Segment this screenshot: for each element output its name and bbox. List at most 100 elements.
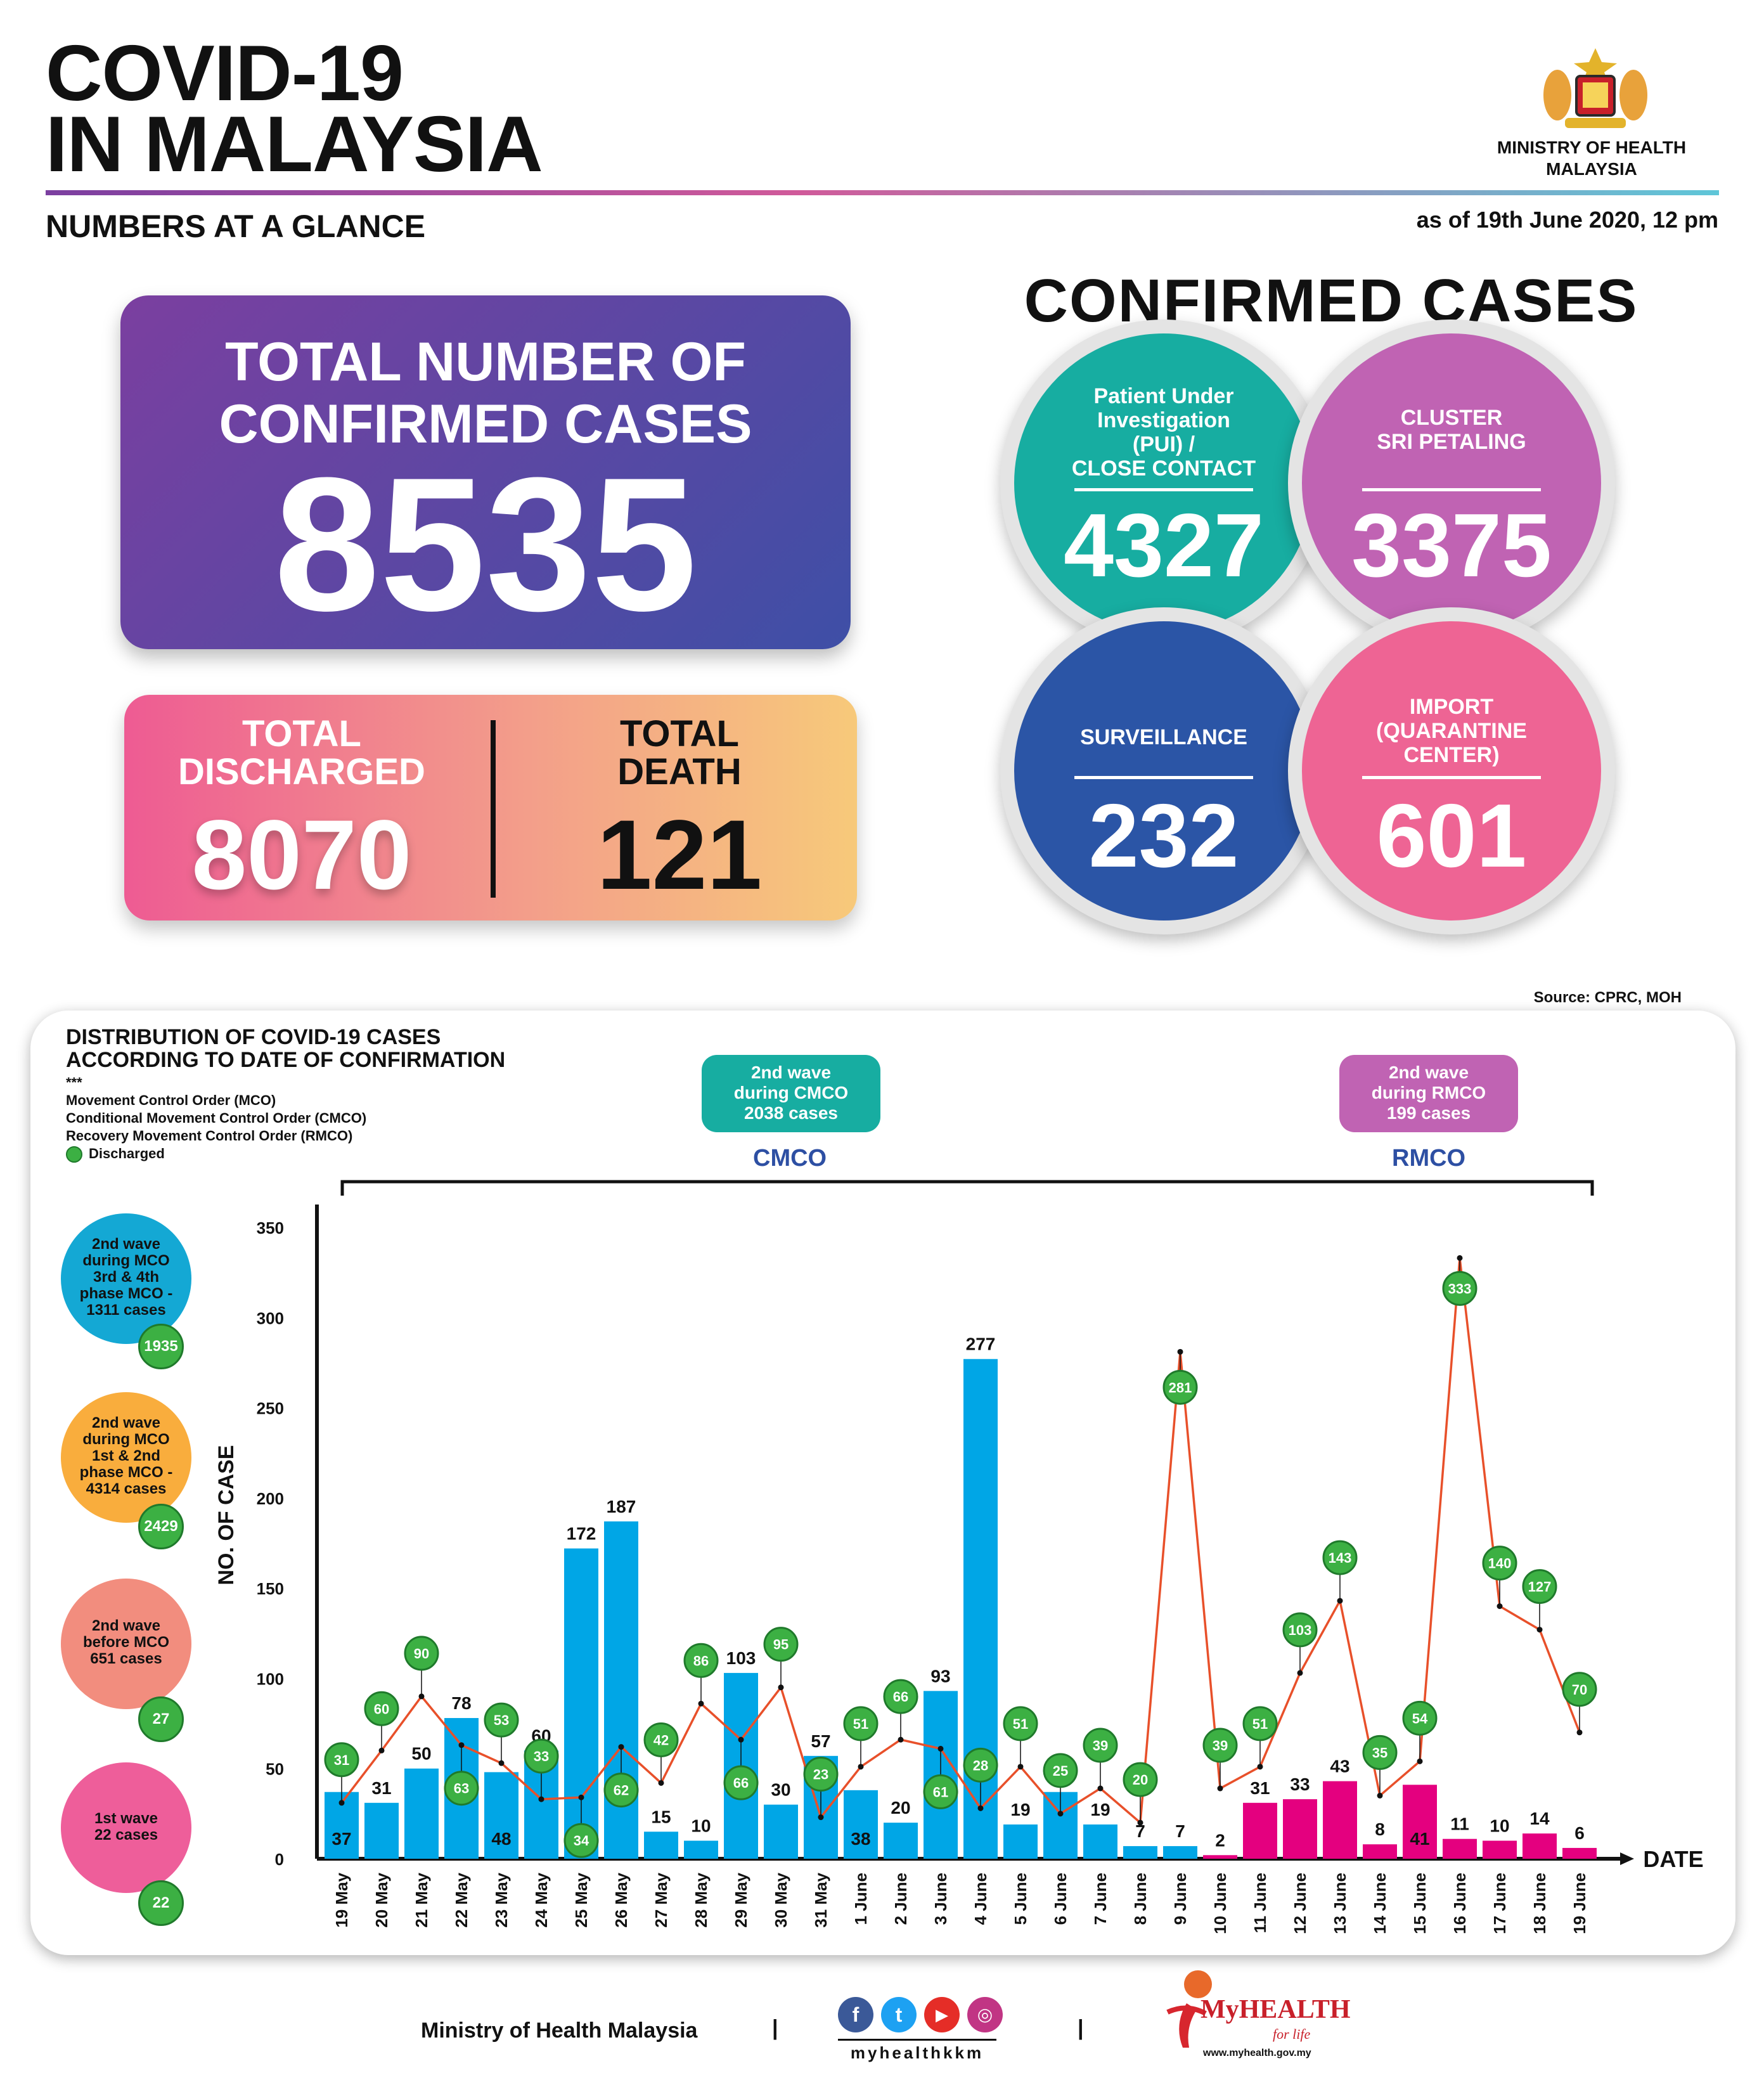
x-tick-label: 11 June [1251,1873,1270,1933]
x-tick-label: 8 June [1131,1873,1150,1925]
total-death-value: 121 [596,800,763,910]
bar-value-label: 43 [1330,1757,1349,1776]
x-tick-label: 18 June [1530,1873,1549,1934]
bar [1203,1855,1237,1859]
discharged-label: 143 [1329,1550,1352,1566]
rmco-wave-box: 2nd wave during RMCO 199 cases [1339,1055,1518,1132]
bar-value-label: 41 [1410,1829,1429,1849]
discharged-label: 66 [733,1775,749,1791]
x-tick-label: 31 May [811,1872,830,1927]
discharged-label: 90 [414,1646,429,1662]
bar-value-label: 93 [930,1666,950,1686]
discharged-badge [803,1757,839,1792]
twitter-icon[interactable]: t [881,1997,917,2032]
discharged-badge [404,1636,439,1671]
chart-legend: *** Movement Control Order (MCO) Conditi… [66,1074,366,1163]
phase-bracket [340,1180,1594,1196]
facebook-icon[interactable]: f [838,1997,873,2032]
wave-circle-before-mco: 2nd wave before MCO 651 cases [61,1579,191,1709]
discharged-label: 28 [973,1757,988,1773]
discharged-badge [1242,1706,1278,1741]
phase-bracket-line [340,1180,1594,1196]
discharged-label: 42 [653,1732,669,1748]
instagram-icon[interactable]: ◎ [967,1997,1003,2032]
discharged-label: 95 [773,1637,789,1653]
bar-value-label: 33 [1290,1774,1310,1794]
discharged-label: 39 [1093,1738,1108,1754]
total-death: TOTAL DEATH 121 [502,715,857,910]
x-tick-label: 28 May [692,1872,711,1927]
discharged-dot-icon [66,1146,82,1163]
discharged-label: 20 [1133,1772,1148,1788]
youtube-icon[interactable]: ▶ [924,1997,960,2032]
bar [844,1790,878,1859]
bar-value-label: 48 [491,1829,511,1849]
discharged-badge [1402,1700,1438,1736]
discharged-line: 3160906353333462428666952351666128512539… [324,1255,1597,1858]
discharged-label: 70 [1572,1682,1587,1698]
total-discharged-value: 8070 [191,800,412,910]
discharged-label: 39 [1213,1738,1228,1754]
x-tick-label: 27 May [652,1872,671,1927]
bar [1523,1833,1557,1859]
discharged-label: 281 [1169,1379,1192,1395]
bar [604,1521,638,1859]
discharged-label: 103 [1289,1622,1312,1638]
discharged-label: 60 [374,1701,389,1717]
wave-circle-first-wave: 1st wave 22 cases [61,1762,191,1893]
discharged-label: 62 [614,1783,629,1799]
chart-title: DISTRIBUTION OF COVID-19 CASES ACCORDING … [66,1025,506,1072]
bar-value-label: 19 [1010,1800,1030,1819]
pui-value: 4327 [1064,495,1264,596]
bar [1443,1838,1477,1859]
cmco-label: CMCO [753,1145,827,1172]
social-handle: myhealthkkm [838,2039,996,2063]
x-tick-label: 2 June [891,1873,910,1925]
import-value: 601 [1376,785,1527,886]
discharged-label: 63 [454,1781,469,1797]
footer-separator: | [1078,2016,1084,2040]
y-tick-label: 50 [266,1760,284,1779]
discharged-label: 25 [1053,1763,1068,1779]
malaysia-coat-of-arms-icon [1541,44,1650,133]
x-tick-label: 22 May [452,1872,471,1927]
x-tick-label: 23 May [492,1872,511,1927]
y-tick-label: 250 [257,1399,284,1418]
x-tick-label: 5 June [1011,1873,1030,1925]
discharged-label: 66 [893,1689,908,1705]
source-note: Source: CPRC, MOH [1533,989,1682,1006]
y-tick-label: 0 [275,1850,284,1869]
discharged-label: 51 [1013,1716,1028,1732]
bar-value-label: 14 [1529,1809,1550,1828]
discharged-badge [1322,1540,1358,1575]
x-tick-label: 25 May [572,1872,591,1927]
bar-value-label: 15 [651,1807,671,1826]
bar [644,1831,678,1859]
discharged-label: 51 [853,1716,868,1732]
discharged-badge [324,1742,359,1778]
discharged-badge [1442,1270,1478,1306]
y-tick-label: 350 [257,1218,284,1237]
bar-value-label: 78 [451,1693,471,1713]
surveillance-value: 232 [1088,785,1239,886]
x-tick-label: 15 June [1410,1873,1429,1934]
discharged-badge [683,1643,719,1678]
x-tick-label: 17 June [1490,1873,1509,1934]
total-confirmed-card: TOTAL NUMBER OF CONFIRMED CASES 8535 [120,295,851,649]
wave-discharged-badge: 2429 [138,1504,184,1549]
x-tick-label: 30 May [771,1872,790,1927]
x-tick-label: 29 May [731,1872,750,1927]
discharged-label: 53 [494,1712,509,1728]
bar [1403,1785,1437,1859]
discharged-label: 23 [813,1767,828,1783]
x-tick-label: 10 June [1211,1873,1230,1934]
bar-value-label: 7 [1135,1821,1145,1841]
discharged-label: 33 [534,1748,549,1764]
legend-cmco: Conditional Movement Control Order (CMCO… [66,1110,367,1126]
discharged-label: 31 [334,1752,349,1768]
discharged-badge [923,1774,958,1809]
discharged-label: 54 [1412,1710,1428,1726]
bar [1003,1824,1038,1859]
bar [884,1823,918,1859]
